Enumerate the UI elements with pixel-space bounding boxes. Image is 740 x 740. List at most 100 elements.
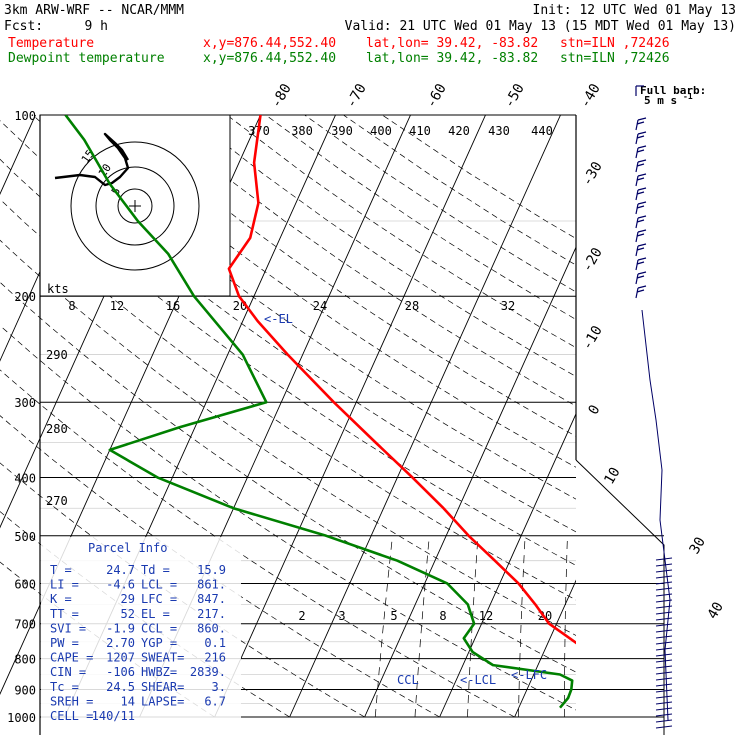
mixing-ratio-label: 3 [338,609,345,623]
mixing-ratio-label: 12 [479,609,493,623]
mixing-ratio-line [467,535,479,718]
dry-adiabat [187,115,576,377]
wind-barb-flag [636,191,645,195]
lower-right-frame [575,459,665,735]
dry-adiabat [0,325,576,711]
wind-barb [635,259,639,271]
wind-barb [635,273,639,285]
dry-adiabat [265,115,576,320]
parcel-key: SWEAT= [141,651,184,665]
mixing-ratio-line [374,535,393,718]
pressure-tick-500: 500 [14,530,36,544]
theta-tick: 400 [370,124,392,138]
pressure-tick-400: 400 [14,471,36,485]
isotherm [289,115,561,718]
parcel-value: 24.7 [106,563,135,577]
wind-barb-flag [636,163,645,167]
wind-profile [641,309,671,721]
wind-barb-lower [655,599,673,603]
kts-tick: 32 [501,299,515,313]
legend-temperature: Temperature [8,36,94,51]
pressure-tick-200: 200 [14,290,36,304]
parcel-key: TT = [50,607,79,621]
wind-barb-flag [637,285,647,289]
parcel-key: Td = [141,563,170,577]
wind-barb-lower [655,671,673,675]
wind-barb-flag [637,159,647,163]
wind-barb-lower [655,593,673,597]
wind-barb-flag [636,219,645,223]
temperature-line [227,115,576,645]
parcel-key: SHEAR= [141,680,184,694]
wind-barb-lower [655,635,673,639]
parcel-value: 15.9 [197,563,226,577]
legend-dewpoint: Dewpoint temperature [8,51,165,66]
wind-barb-lower [655,641,673,645]
parcel-key: K = [50,592,72,606]
parcel-value: 14 [121,694,135,708]
wind-barb-flag [637,145,647,149]
theta-tick: 380 [291,124,313,138]
temperature-tick: 10 [601,465,623,488]
parcel-value: 861. [197,578,226,592]
parcel-value: 140/11 [92,709,135,723]
wind-barb-lower [655,707,673,711]
temperature-tick: -60 [423,81,450,111]
ccl-annotation: CCL [397,673,419,687]
theta-tick: 430 [488,124,510,138]
isotherm [439,412,576,718]
parcel-value: 217. [197,607,226,621]
lcl-annotation: <-LCL [460,673,496,687]
parcel-key: LAPSE= [141,694,184,708]
theta-tick: 410 [409,124,431,138]
init-time: Init: 12 UTC Wed 01 May 13 [533,3,737,18]
temperature-tick: -80 [268,81,295,111]
temperature-tick: 0 [585,402,603,417]
parcel-value: 52 [121,607,135,621]
wind-barb-lower [655,647,673,651]
side-theta-label: 280 [46,422,68,436]
parcel-key: CIN = [50,665,86,679]
wind-barb-flag [637,131,647,135]
parcel-value: 216 [204,651,226,665]
mixing-ratio-line [564,535,568,717]
parcel-key: LFC = [141,592,177,606]
height-label: 30 [687,534,709,557]
wind-barb-lower [655,587,673,591]
barb-key-line2: 5 m s [644,94,677,107]
temperature-tick: -30 [579,159,606,189]
parcel-key: YGP = [141,636,177,650]
kts-tick: 12 [110,299,124,313]
parcel-key: LI = [50,578,79,592]
pressure-tick-300: 300 [14,396,36,410]
parcel-info-title: Parcel Info [88,541,167,555]
side-theta-label: 270 [46,494,68,508]
dry-adiabat [343,115,576,266]
mixing-ratio-label: 5 [390,609,397,623]
isotherm [214,115,486,718]
wind-barb-lower [655,683,673,687]
parcel-key: CAPE = [50,651,93,665]
wind-barb [635,133,639,145]
kts-tick: 8 [68,299,75,313]
legend-dewpoint-latlon: lat,lon= 39.42, -83.82 [366,51,538,66]
theta-tick: 390 [331,124,353,138]
theta-tick: 440 [531,124,553,138]
parcel-value: 1207 [106,651,135,665]
parcel-value: 24.5 [106,680,135,694]
kts-tick: 24 [313,299,327,313]
wind-barb-lower [655,617,673,621]
parcel-value: 2.70 [106,636,135,650]
wind-barb-lower [655,575,673,579]
temperature-tick: -20 [579,245,606,275]
isotherm [665,115,740,717]
parcel-key: T = [50,563,72,577]
legend-dewpoint-xy: x,y=876.44,552.40 [203,51,336,66]
wind-barb [635,217,639,229]
wind-barb [635,287,639,299]
parcel-key: EL = [141,607,170,621]
legend-temperature-latlon: lat,lon= 39.42, -83.82 [366,36,538,51]
pressure-tick-1000: 1000 [7,711,36,725]
wind-barb-lower [655,701,673,705]
